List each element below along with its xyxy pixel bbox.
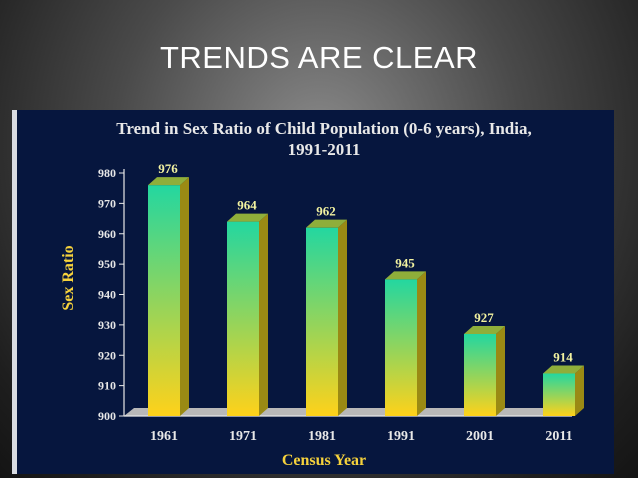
y-tick-label: 940 (98, 288, 116, 302)
chart-title: Trend in Sex Ratio of Child Population (… (116, 119, 531, 138)
y-tick-label: 920 (98, 348, 116, 362)
chart-floor (124, 408, 582, 416)
y-axis-title: Sex Ratio (60, 245, 77, 310)
bar (148, 185, 180, 416)
bar-side (338, 219, 347, 416)
bar-top (227, 213, 268, 222)
x-tick-label: 1971 (229, 429, 257, 444)
data-label: 962 (316, 204, 336, 219)
y-tick-label: 960 (98, 227, 116, 241)
bar-side (180, 177, 189, 416)
data-label: 914 (553, 349, 573, 364)
bar-top (148, 177, 189, 186)
bar-top (385, 271, 426, 280)
slide-title: TRENDS ARE CLEAR (159, 40, 479, 75)
bars: 976 964 962 945 927 914 (148, 161, 584, 416)
y-tick-label: 970 (98, 196, 116, 210)
bar (385, 279, 417, 416)
bar-side (575, 365, 584, 416)
y-tick-label: 900 (98, 409, 116, 423)
data-label: 927 (474, 310, 494, 325)
bar-top (543, 365, 584, 374)
x-tick-label: 2001 (466, 429, 494, 444)
x-tick-label: 1961 (150, 429, 178, 444)
chart-panel: Trend in Sex Ratio of Child Population (… (12, 110, 614, 474)
bar (543, 373, 575, 416)
y-tick-label: 950 (98, 257, 116, 271)
x-tick-labels: 1961 1971 1981 1991 2001 2011 (150, 429, 573, 444)
data-label: 976 (158, 161, 178, 176)
bar-top (306, 219, 347, 228)
data-label: 945 (395, 255, 415, 270)
bar-side (496, 325, 505, 416)
bar (464, 333, 496, 416)
bar-chart: Trend in Sex Ratio of Child Population (… (12, 110, 584, 474)
x-tick-label: 1991 (387, 429, 415, 444)
x-tick-label: 2011 (545, 429, 572, 444)
y-tick-label: 910 (98, 379, 116, 393)
bar-side (417, 271, 426, 416)
x-axis-title: Census Year (282, 452, 366, 469)
bar-side (259, 213, 268, 416)
x-tick-label: 1981 (308, 429, 336, 444)
y-tick-label: 980 (98, 166, 116, 180)
y-tick-label: 930 (98, 318, 116, 332)
chart-subtitle: 1991-2011 (288, 140, 361, 159)
bar (306, 227, 338, 416)
bar-top (464, 325, 505, 334)
bar (227, 221, 259, 416)
data-label: 964 (237, 198, 257, 213)
panel-left-edge (12, 110, 17, 474)
